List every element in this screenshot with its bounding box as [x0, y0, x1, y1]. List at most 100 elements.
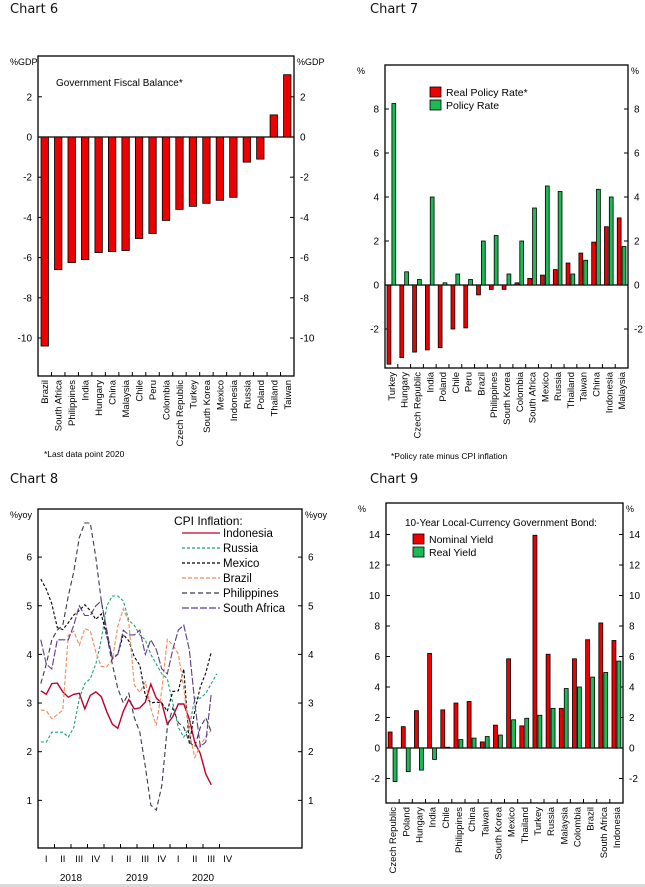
chart6-ytick-label-right: -10 [300, 334, 315, 345]
chart8-ytick-label-left: 3 [26, 699, 32, 710]
chart7-legend-swatch [429, 99, 442, 111]
chart9-bar-real-yield-chile [445, 746, 451, 749]
chart9-bar-nominal-yield-russia [545, 653, 551, 749]
chart9-bar-nominal-yield-china [466, 701, 472, 749]
chart9-bar-real-yield-russia [550, 707, 556, 749]
chart9-title: 10-Year Local-Currency Government Bond: [405, 518, 597, 529]
chart6-title: Government Fiscal Balance* [56, 78, 183, 89]
chart9-category-label: South Korea [493, 806, 504, 860]
chart9-bar-nominal-yield-south-africa [598, 622, 604, 749]
chart6-bar-government-fiscal-balance-poland [256, 136, 265, 160]
chart6-ytick-label-right: -4 [300, 213, 309, 224]
chart6-ytick-label-left: -4 [23, 213, 32, 224]
chart6-category-label: South Korea [202, 379, 213, 433]
chart9-chart: % % 14 14 12 12 10 10 8 8 6 6 4 4 2 2 0 0 -2 -2 Czech Republ… [358, 502, 641, 874]
chart7-panel-title: Chart 7 [370, 2, 419, 17]
chart7-plot-frame [384, 64, 629, 369]
bottom-divider [0, 884, 645, 887]
chart8-ytick-label-right: 6 [308, 553, 314, 564]
chart8-legend-label: Russia [223, 543, 259, 555]
chart8-ytick-label-left: 2 [26, 747, 32, 758]
chart9-category-label: Russia [546, 806, 557, 836]
chart7-bar-policy-rate-hungary [404, 271, 409, 286]
chart6-bar-government-fiscal-balance-indonesia [229, 136, 238, 198]
chart7-bar-real-policy-rate--china [591, 241, 596, 286]
chart6-bar-government-fiscal-balance-hungary [94, 136, 103, 253]
chart7-legend-label: Policy Rate [446, 100, 499, 112]
chart7-bar-real-policy-rate--hungary [399, 284, 405, 358]
chart7-ytick-label-right: 8 [634, 105, 640, 116]
chart8-legend-label: Mexico [223, 558, 259, 570]
chart6-category-label: Russia [242, 379, 253, 409]
chart9-bar-real-yield-hungary [419, 747, 424, 771]
chart9-ytick-label-right: 10 [629, 591, 641, 602]
chart7-bar-real-policy-rate--indonesia [604, 226, 609, 286]
chart7-footnote: *Policy rate minus CPI inflation [391, 451, 507, 461]
chart6-ytick-label-left: 0 [26, 133, 32, 144]
chart6-ylabel-right: %GDP [297, 57, 325, 67]
chart7-bar-policy-rate-czech-republic [417, 279, 422, 286]
chart9-bar-nominal-yield-colombia [572, 658, 577, 749]
chart9-bar-nominal-yield-thailand [519, 725, 525, 749]
chart7-category-label: China [592, 371, 603, 397]
chart7-bar-policy-rate-brazil [481, 240, 486, 286]
chart6-category-label: Chile [135, 380, 146, 402]
chart6-category-label: Turkey [188, 380, 199, 409]
chart6-chart: %GDP %GDP 2 2 0 0 -2 -2 -4 -4 -6 -6 -8 -8 -10 -10 Brazil… [10, 55, 325, 459]
chart6-category-label: China [108, 379, 119, 405]
chart9-category-label: South Africa [599, 806, 610, 858]
chart6-ytick-label-left: -2 [23, 173, 32, 184]
chart9-bar-real-yield-taiwan [484, 736, 490, 749]
chart9-ytick-label-left: 10 [369, 591, 381, 602]
chart7-ytick-label-right: 6 [634, 149, 640, 160]
chart6-category-label: Brazil [40, 380, 51, 404]
chart7-bar-policy-rate-malaysia [621, 246, 627, 286]
chart9-bar-real-yield-poland [405, 747, 411, 773]
chart6-ytick-label-left: -6 [23, 253, 32, 264]
chart9-bar-nominal-yield-philippines [453, 702, 459, 749]
chart9-category-label: Chile [441, 807, 452, 829]
chart9-bar-nominal-yield-south-korea [493, 724, 498, 749]
chart8-legend-title: CPI Inflation: [174, 514, 243, 528]
chart7-legend-label: Real Policy Rate* [446, 87, 528, 99]
chart9-ytick-label-left: 2 [374, 713, 380, 724]
chart7-category-label: Russia [553, 371, 564, 401]
chart8-ytick-label-right: 4 [308, 650, 314, 661]
chart9-ytick-label-left: 0 [374, 744, 380, 755]
chart6-bar-government-fiscal-balance-south-korea [202, 136, 211, 204]
chart9-bar-nominal-yield-poland [400, 726, 406, 749]
chart6-bar-government-fiscal-balance-colombia [161, 136, 171, 221]
chart6-category-label: Colombia [162, 379, 173, 420]
chart7-ytick-label-left: 8 [373, 105, 379, 116]
chart7-category-label: Chile [451, 372, 462, 394]
chart8-quarter-label: IV [157, 854, 167, 865]
chart7-category-label: Czech Republic [412, 372, 423, 439]
chart7-bar-policy-rate-thailand [570, 273, 576, 286]
chart7-ytick-label-right: 2 [634, 237, 640, 248]
chart8-line-south-africa [40, 599, 212, 748]
chart9-ytick-label-right: 4 [629, 683, 635, 694]
chart7-bar-policy-rate-philippines [493, 235, 499, 286]
chart7-category-label: Taiwan [579, 372, 590, 402]
chart8-ytick-label-left: 6 [26, 553, 32, 564]
chart9-category-label: Malaysia [559, 806, 570, 844]
chart7-category-label: Indonesia [604, 371, 615, 413]
chart8-quarter-label: I [177, 854, 180, 865]
chart8-year-label: 2018 [60, 873, 83, 884]
chart8-ylabel-right: %yoy [305, 510, 328, 520]
chart7-bar-real-policy-rate--brazil [476, 284, 481, 296]
chart6-category-label: Mexico [215, 380, 226, 410]
chart9-ylabel-right: % [626, 504, 634, 514]
chart8-ytick-label-left: 4 [26, 650, 32, 661]
chart7-chart: % % 8 8 6 6 4 4 2 2 0 0 -2 -2 Turkey Hungary Czech Repub… [357, 64, 643, 461]
chart6-bar-government-fiscal-balance-brazil [40, 136, 49, 347]
chart9-ytick-label-right: 14 [629, 530, 641, 541]
chart7-bar-policy-rate-india [429, 196, 435, 286]
chart9-category-label: India [428, 806, 439, 827]
chart9-bar-nominal-yield-brazil [585, 639, 590, 749]
chart7-category-label: Mexico [540, 372, 551, 402]
chart7-bar-real-policy-rate--india [425, 284, 430, 351]
chart8-line-philippines [40, 522, 212, 812]
